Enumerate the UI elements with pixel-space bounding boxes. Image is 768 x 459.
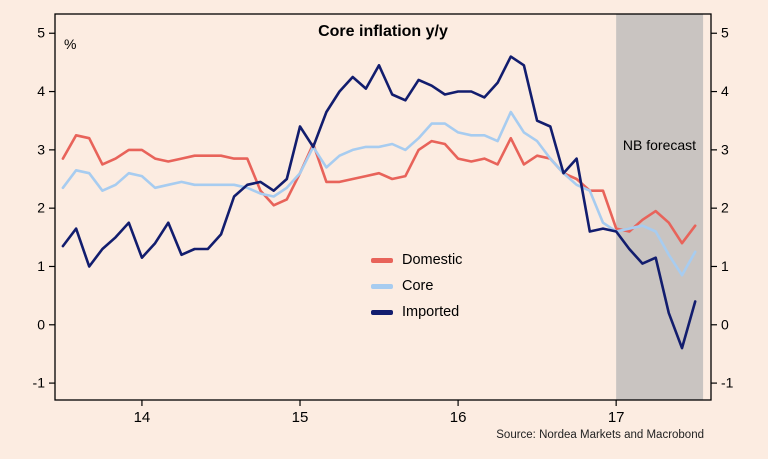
legend-label-core: Core (402, 278, 434, 294)
y-axis-label-left: 3 (37, 141, 45, 157)
y-axis-label-left: 5 (37, 25, 45, 41)
legend-swatch-imported (371, 309, 393, 315)
series-line-imported (61, 55, 697, 350)
x-axis-label: 14 (134, 409, 151, 426)
series-line-domestic (61, 134, 697, 245)
source-note: Source: Nordea Markets and Macrobond (496, 429, 704, 441)
y-axis-label-left: 2 (37, 200, 45, 216)
y-axis-label-left: 0 (37, 316, 45, 332)
y-axis-label-right: 3 (721, 141, 729, 157)
y-axis-label-left: -1 (33, 375, 46, 391)
y-axis-label-right: -1 (721, 375, 734, 391)
y-axis-label-right: 1 (721, 258, 729, 274)
y-axis-label-left: 4 (37, 83, 45, 99)
series-line-core (61, 110, 697, 277)
legend-item-core: Core (371, 278, 462, 294)
x-axis-label: 16 (450, 409, 467, 426)
legend-swatch-domestic (371, 257, 393, 263)
legend: Domestic Core Imported (371, 252, 462, 320)
y-axis-label-right: 5 (721, 25, 729, 41)
y-axis-label-right: 2 (721, 200, 729, 216)
y-axis-label-right: 4 (721, 83, 729, 99)
chart-title: Core inflation y/y (318, 23, 448, 40)
forecast-band (616, 14, 704, 400)
y-axis-label-right: 0 (721, 316, 729, 332)
legend-label-imported: Imported (402, 304, 460, 320)
legend-swatch-core (371, 283, 393, 289)
legend-item-domestic: Domestic (371, 252, 462, 268)
x-axis-label: 17 (608, 409, 625, 426)
y-axis-label-left: 1 (37, 258, 45, 274)
y-axis-unit-label: % (64, 36, 77, 52)
forecast-band-label: NB forecast (622, 137, 697, 153)
plot-frame (54, 13, 712, 401)
legend-label-domestic: Domestic (402, 252, 463, 268)
x-axis-label: 15 (292, 409, 309, 426)
legend-item-imported: Imported (371, 304, 462, 320)
